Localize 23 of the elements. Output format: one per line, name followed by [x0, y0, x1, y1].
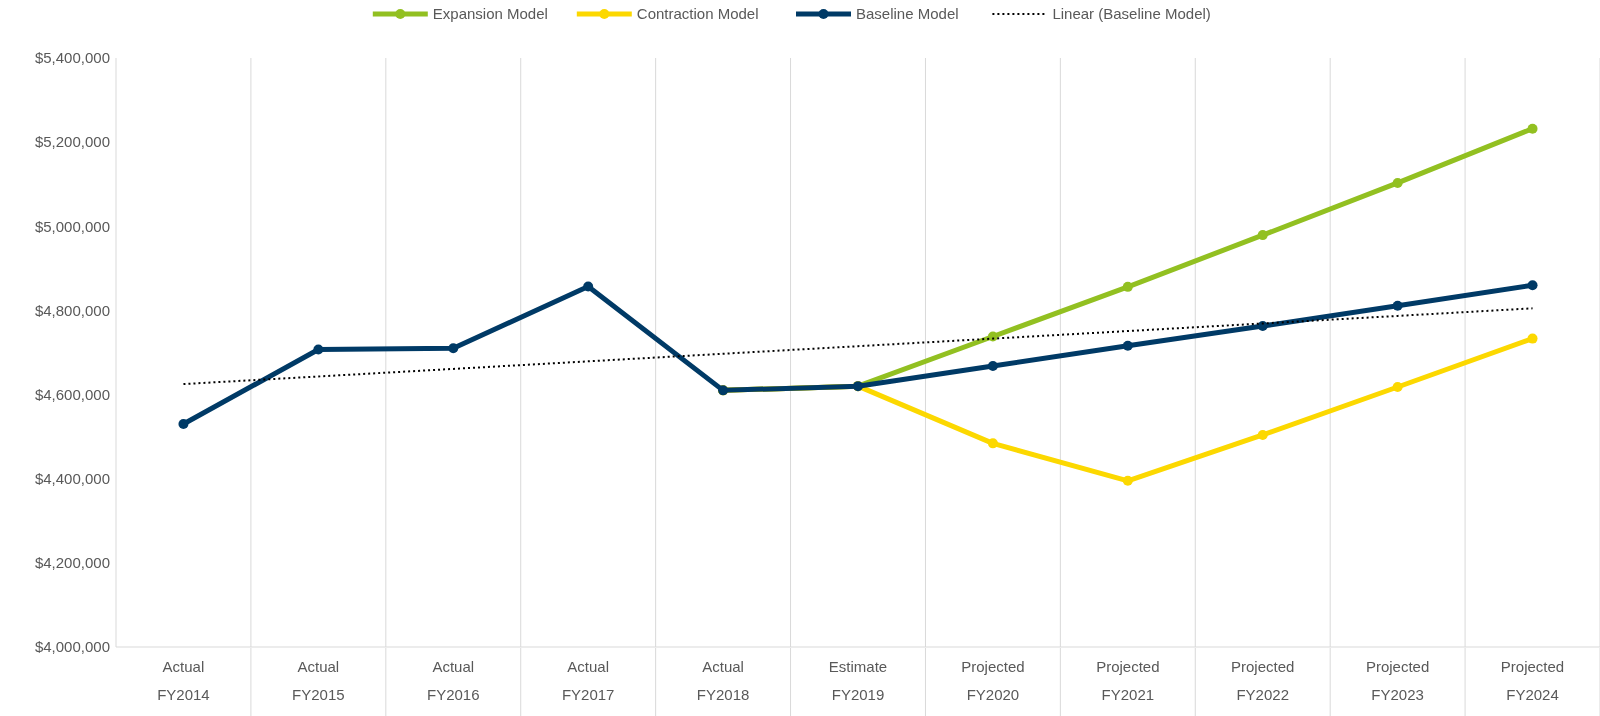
legend-label: Baseline Model: [856, 5, 959, 23]
legend-label: Contraction Model: [636, 5, 759, 23]
x-tick-label: Actual FY2015: [292, 658, 345, 703]
x-tick-label: Actual FY2016: [427, 658, 480, 703]
x-tick-label: Actual FY2014: [157, 658, 210, 703]
y-tick-label: $4,000,000: [34, 638, 110, 656]
x-tick-label: Estimate FY2019: [828, 658, 888, 703]
x-tick-label: Projected FY2021: [1096, 658, 1160, 703]
legend-label: Linear (Baseline Model): [1052, 5, 1211, 23]
x-tick-label: Projected FY2024: [1500, 658, 1565, 703]
y-tick-label: $4,600,000: [34, 385, 110, 403]
y-tick-label: $5,400,000: [34, 49, 110, 67]
y-tick-label: $5,200,000: [34, 133, 110, 151]
legend-label: Expansion Model: [432, 5, 548, 23]
x-tick-label: Projected FY2020: [961, 658, 1025, 703]
x-tick-label: Projected FY2023: [1365, 658, 1430, 703]
y-tick-label: $5,000,000: [34, 217, 110, 235]
y-tick-label: $4,400,000: [34, 469, 110, 487]
x-tick-label: Projected FY2022: [1231, 658, 1295, 703]
y-tick-label: $4,800,000: [34, 301, 110, 319]
y-tick-label: $4,200,000: [34, 554, 110, 572]
x-tick-label: Actual FY2018: [696, 658, 750, 703]
x-tick-label: Actual FY2017: [561, 658, 615, 703]
